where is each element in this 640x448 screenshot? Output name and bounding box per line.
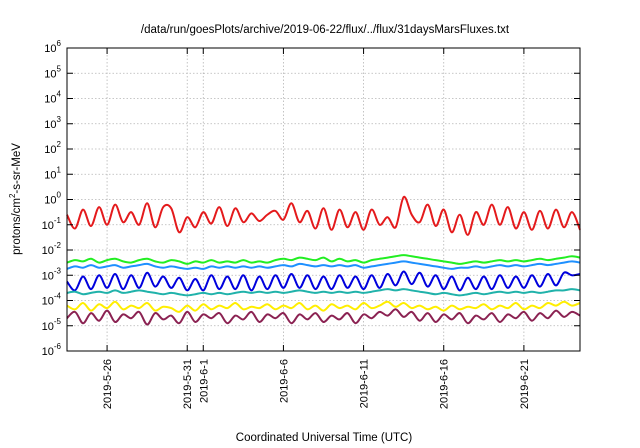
y-tick-base: 10 [44, 68, 56, 80]
tick-layer [67, 47, 580, 352]
y-tick-exponent: -6 [54, 342, 62, 351]
y-tick-base: 10 [42, 245, 54, 257]
y-tick-base: 10 [44, 195, 56, 207]
y-tick-exponent: 3 [57, 115, 62, 124]
series-line-1 [66, 195, 581, 236]
y-tick-base: 10 [42, 270, 54, 282]
x-tick-label: 2019-6-6 [278, 359, 290, 403]
y-tick-base: 10 [42, 296, 54, 308]
chart-title: /data/run/goesPlots/archive/2019-06-22/f… [141, 24, 510, 36]
x-tick-label: 2019-6-21 [519, 359, 531, 409]
y-tick-exponent: 5 [57, 64, 62, 73]
x-tick-label: 2019-6-1 [198, 359, 210, 403]
y-tick-exponent: 2 [57, 140, 62, 149]
x-tick-label: 2019-5-31 [182, 359, 194, 409]
y-tick-exponent: -1 [54, 216, 62, 225]
x-tick-label: 2019-5-26 [102, 359, 114, 409]
series-layer [66, 195, 581, 326]
x-tick-label: 2019-6-11 [359, 359, 371, 408]
y-axis-title-base: protons/cm [11, 198, 23, 255]
y-axis-title-rest: -s-sr-MeV [11, 143, 23, 194]
series-line-4 [66, 270, 581, 292]
y-tick-exponent: 4 [57, 90, 62, 99]
y-tick-base: 10 [42, 346, 54, 358]
y-tick-exponent: 0 [57, 191, 62, 200]
y-tick-label: 101 [44, 165, 61, 181]
y-tick-label: 106 [44, 39, 61, 55]
y-tick-label: 105 [44, 64, 61, 80]
x-tick-labels: 2019-5-26 2019-5-31 2019-6-1 2019-6-6 2019-6… [102, 359, 531, 409]
y-axis-title: protons/cm2-s-sr-MeV [8, 143, 23, 255]
grid-layer [67, 48, 580, 351]
y-tick-exponent: 1 [57, 165, 62, 174]
y-tick-base: 10 [44, 169, 56, 181]
y-tick-label: 102 [44, 140, 61, 156]
y-tick-exponent: -2 [54, 241, 62, 250]
y-tick-base: 10 [44, 94, 56, 106]
series-line-2 [66, 254, 581, 265]
x-axis-title: Coordinated Universal Time (UTC) [236, 432, 413, 444]
y-tick-label: 10-6 [42, 342, 62, 358]
y-tick-exponent: -3 [54, 266, 62, 275]
series-line-7 [66, 308, 581, 326]
y-tick-base: 10 [42, 220, 54, 232]
y-tick-label: 10-2 [42, 241, 62, 257]
y-tick-exponent: -5 [54, 317, 62, 326]
y-tick-label: 104 [44, 90, 61, 106]
y-tick-label: 10-5 [42, 317, 62, 333]
y-tick-label: 103 [44, 115, 61, 131]
y-tick-label: 10-3 [42, 266, 62, 282]
series-line-5 [66, 288, 581, 297]
series-line-3 [66, 260, 581, 270]
y-tick-label: 10-4 [42, 292, 62, 308]
y-tick-base: 10 [42, 321, 54, 333]
series-line-6 [66, 300, 581, 313]
y-tick-base: 10 [44, 119, 56, 131]
y-tick-base: 10 [44, 43, 56, 55]
y-tick-base: 10 [44, 144, 56, 156]
y-tick-label: 100 [44, 191, 61, 207]
y-tick-exponent: 6 [57, 39, 62, 48]
x-tick-label: 2019-6-16 [439, 359, 451, 409]
y-tick-labels: 10-610-510-410-310-210-11001011021031041… [42, 39, 62, 358]
y-tick-exponent: -4 [54, 292, 62, 301]
y-axis-title-sup: 2 [8, 193, 17, 198]
y-tick-label: 10-1 [42, 216, 62, 232]
